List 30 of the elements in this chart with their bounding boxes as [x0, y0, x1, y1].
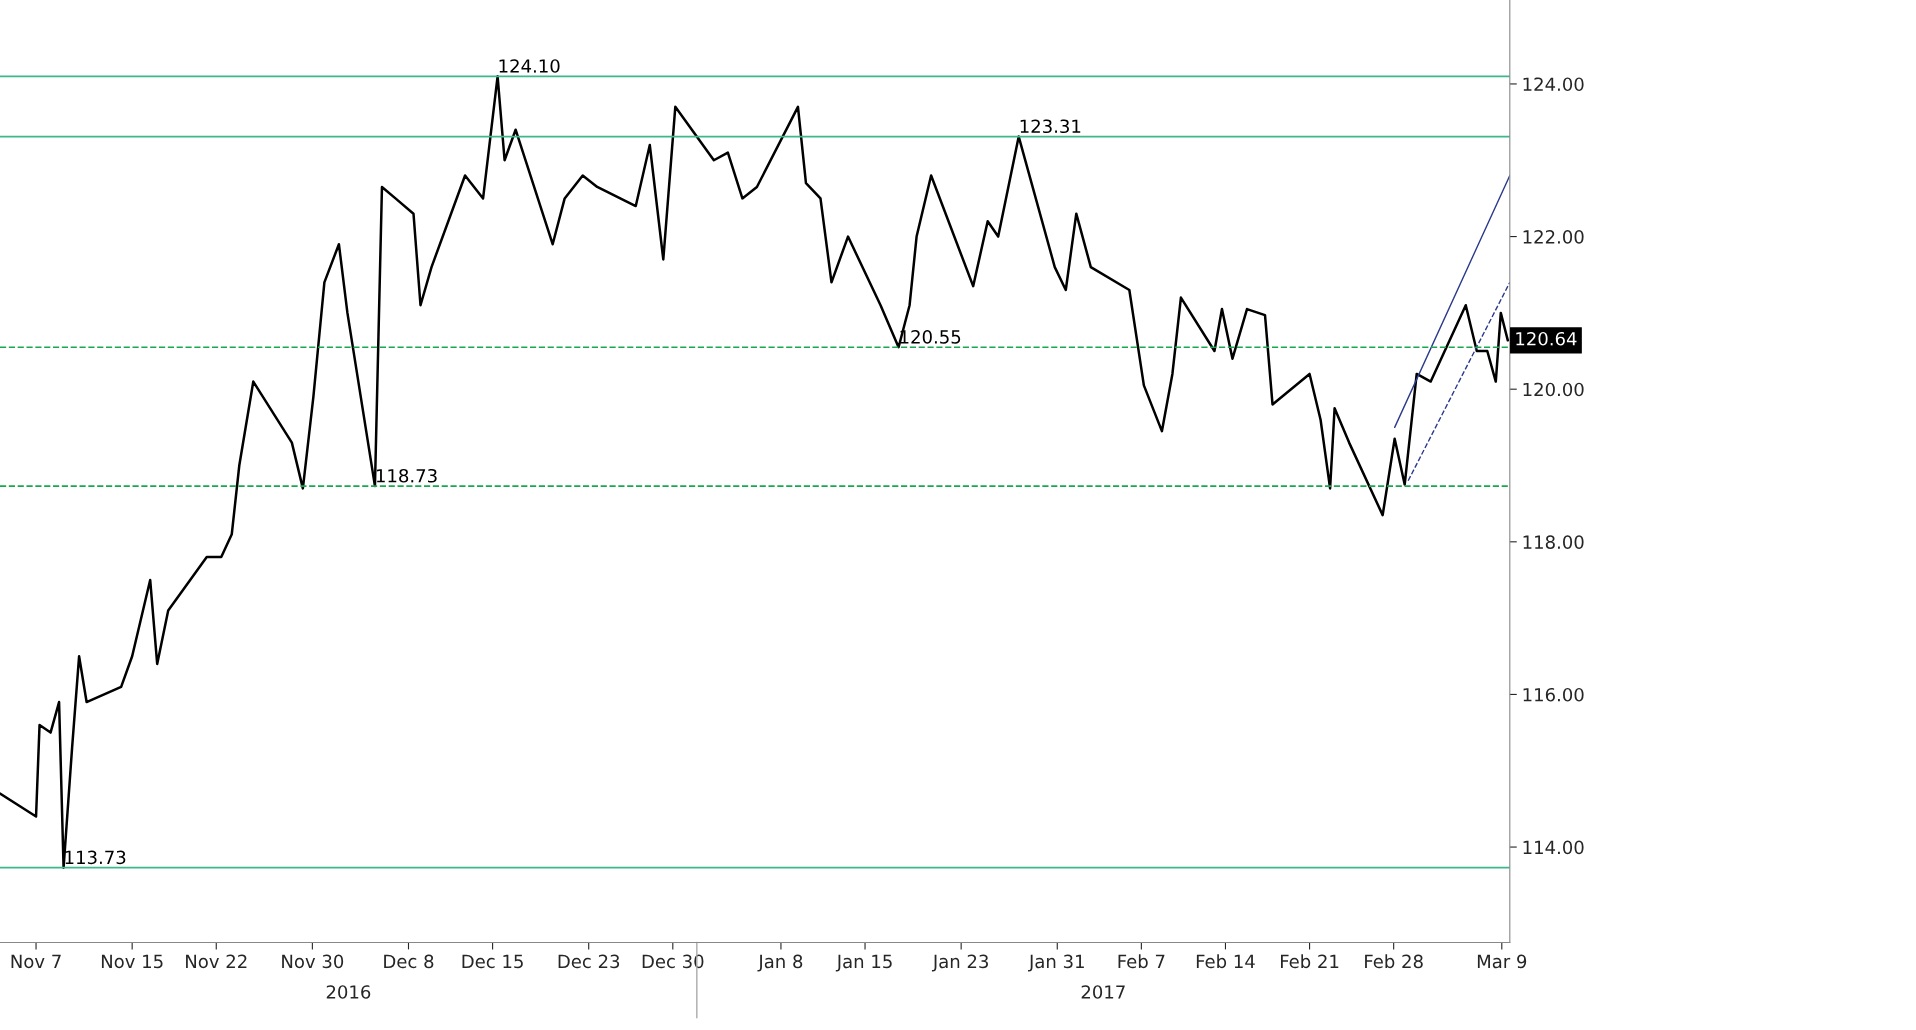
x-tick-label: Jan 15 [835, 954, 892, 972]
y-tick-label: 114.00 [1523, 840, 1584, 855]
x-tick-label: Nov 30 [282, 954, 344, 969]
x-tick-label: Feb 7 [1118, 954, 1165, 969]
x-tick-label: Feb 28 [1365, 954, 1423, 969]
y-tick-label: 120.00 [1523, 382, 1584, 397]
x-tick-label: Feb 14 [1196, 954, 1255, 969]
y-tick-label: 122.00 [1523, 230, 1584, 244]
x-tick-label: Dec 30 [642, 954, 704, 969]
annotation: 113.73 [65, 850, 126, 865]
annotation: 120.64 [1516, 331, 1577, 346]
text: 2017 [1081, 985, 1125, 999]
x-tick-label: Dec 23 [558, 954, 620, 969]
y-tick-label: 124.00 [1523, 77, 1584, 92]
x-tick-label: Mar 9 [1477, 954, 1527, 969]
text: 2016 [326, 985, 371, 999]
x-tick-label: Jan 23 [931, 954, 988, 972]
annotation: 124.10 [499, 59, 560, 73]
x-tick-label: Nov 22 [186, 954, 247, 969]
x-tick-label: Jan 31 [1028, 954, 1084, 972]
x-tick-label: Feb 21 [1281, 954, 1339, 969]
annotation: 123.31 [1020, 119, 1081, 134]
x-tick-label: Nov 15 [101, 954, 163, 969]
x-tick-label: Dec 8 [384, 954, 434, 969]
y-tick-label: 116.00 [1523, 687, 1584, 702]
annotation: 118.73 [376, 468, 437, 483]
x-tick-label: Jan 8 [757, 954, 803, 972]
y-tick-label: 118.00 [1523, 535, 1584, 549]
x-tick-label: Nov 7 [11, 954, 61, 969]
x-tick-label: Dec 15 [462, 954, 523, 969]
